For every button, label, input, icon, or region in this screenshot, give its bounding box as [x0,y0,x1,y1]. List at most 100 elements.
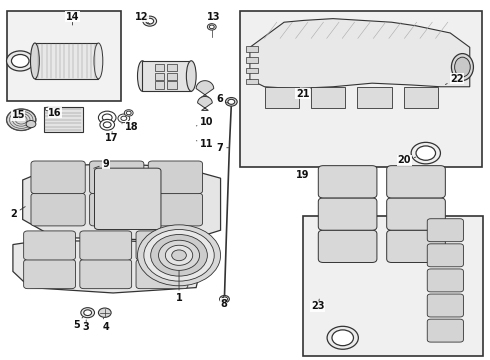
Ellipse shape [451,54,473,81]
FancyBboxPatch shape [387,198,445,230]
Text: 21: 21 [296,89,309,99]
Circle shape [102,114,112,121]
Circle shape [124,110,133,116]
Circle shape [81,308,95,318]
Circle shape [103,122,111,128]
Bar [246,68,258,73]
FancyBboxPatch shape [427,294,464,317]
Circle shape [228,99,235,104]
Circle shape [84,310,92,316]
Circle shape [144,229,214,281]
Circle shape [98,308,111,318]
Bar [240,12,482,167]
Polygon shape [404,87,438,108]
Bar [246,78,258,84]
FancyBboxPatch shape [148,161,202,194]
FancyBboxPatch shape [427,244,464,267]
Polygon shape [13,241,206,293]
Text: 18: 18 [122,122,139,132]
Circle shape [98,111,116,124]
Ellipse shape [94,43,103,79]
Circle shape [416,146,436,160]
Polygon shape [265,87,299,108]
Circle shape [138,225,220,286]
Circle shape [126,111,131,115]
Circle shape [6,109,36,131]
FancyBboxPatch shape [387,166,445,198]
Bar [167,64,176,71]
Polygon shape [250,19,470,89]
Bar [303,216,484,356]
FancyBboxPatch shape [95,168,161,229]
FancyBboxPatch shape [427,219,464,242]
Text: 4: 4 [102,318,109,332]
FancyBboxPatch shape [318,166,377,198]
Text: 7: 7 [217,143,228,153]
Polygon shape [357,87,392,108]
Bar [143,60,191,91]
Text: 5: 5 [73,317,83,330]
FancyBboxPatch shape [427,319,464,342]
Ellipse shape [186,61,196,91]
Text: 11: 11 [196,139,214,149]
FancyBboxPatch shape [387,230,445,262]
Circle shape [146,18,154,24]
Text: 17: 17 [105,132,119,143]
Bar [167,73,176,80]
FancyBboxPatch shape [80,260,132,289]
Text: 19: 19 [296,170,309,180]
FancyBboxPatch shape [318,198,377,230]
Circle shape [151,234,207,276]
Text: 13: 13 [206,12,220,25]
Text: 22: 22 [445,74,464,85]
FancyBboxPatch shape [90,161,144,194]
FancyBboxPatch shape [427,269,464,292]
Bar [167,81,176,89]
Text: 23: 23 [311,299,324,311]
Circle shape [26,121,36,128]
Circle shape [221,297,227,301]
Ellipse shape [138,61,147,91]
Circle shape [332,330,353,346]
Bar [35,43,98,79]
Polygon shape [197,96,212,111]
Polygon shape [23,164,220,241]
Circle shape [121,116,127,121]
Ellipse shape [455,57,470,77]
Circle shape [159,240,199,270]
Bar [246,57,258,63]
Text: 10: 10 [196,117,214,127]
Text: 2: 2 [10,207,25,219]
FancyBboxPatch shape [136,231,188,260]
Circle shape [411,142,441,164]
Circle shape [143,16,157,26]
Text: 1: 1 [175,271,182,303]
Circle shape [327,326,358,349]
Bar [44,107,83,132]
Bar [155,81,164,89]
Text: 6: 6 [217,94,229,104]
Circle shape [165,245,193,265]
Text: 12: 12 [135,12,150,24]
Ellipse shape [30,43,39,79]
Text: 15: 15 [11,111,25,121]
Text: 14: 14 [66,12,79,25]
Circle shape [45,107,50,111]
Text: 8: 8 [220,297,227,309]
Circle shape [209,25,214,29]
Text: 3: 3 [83,320,90,332]
Circle shape [118,114,130,123]
Circle shape [6,51,34,71]
FancyBboxPatch shape [318,230,377,262]
Circle shape [220,296,229,303]
Bar [6,12,122,101]
Bar [155,73,164,80]
Circle shape [11,54,29,67]
Bar [155,64,164,71]
Text: 9: 9 [94,159,109,169]
Text: 16: 16 [48,108,62,118]
FancyBboxPatch shape [80,231,132,260]
Circle shape [207,24,216,30]
FancyBboxPatch shape [148,193,202,226]
Polygon shape [311,87,345,108]
